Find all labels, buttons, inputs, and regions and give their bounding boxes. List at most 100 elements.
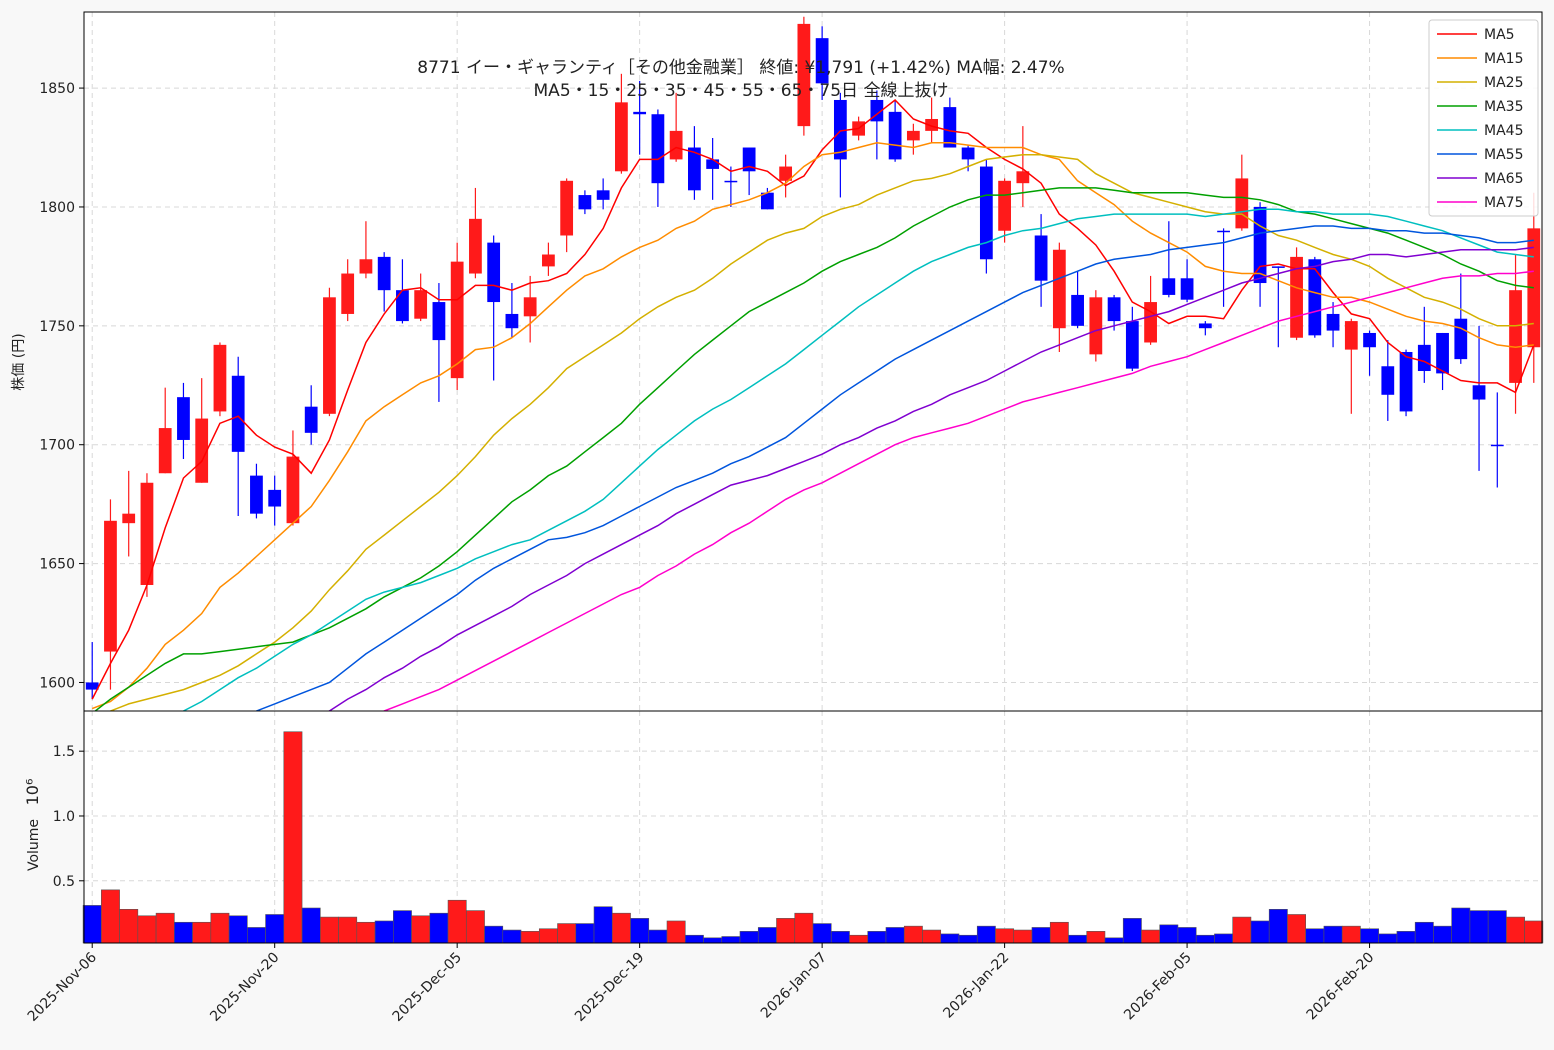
volume-bar — [1396, 931, 1416, 944]
chart-title: 8771 イー・ギャランティ［その他金融業］ 終値: ¥1,791 (+1.42… — [417, 58, 1064, 78]
volume-bar — [82, 905, 102, 944]
volume-bar — [247, 927, 266, 944]
volume-bar — [192, 921, 212, 944]
volume-bar — [976, 925, 996, 944]
volume-bar — [101, 889, 120, 944]
volume-bar — [1451, 907, 1471, 944]
volume-bar — [757, 927, 777, 944]
volume-bar — [1323, 925, 1343, 944]
candle-body — [104, 520, 117, 652]
volume-bar — [301, 907, 321, 944]
volume-bar — [958, 934, 978, 944]
volume-bar — [1122, 918, 1142, 944]
candle-body — [797, 23, 811, 127]
volume-bar — [940, 933, 960, 944]
candle-body — [943, 107, 957, 148]
volume-bar — [137, 915, 157, 944]
candle-body — [961, 147, 975, 160]
x-tick-label: 2026-Feb-05 — [1121, 950, 1195, 1024]
x-tick-label: 2025-Dec-19 — [572, 950, 647, 1025]
candle-body — [815, 38, 829, 84]
candle-body — [1235, 178, 1249, 229]
x-tick-label: 2026-Feb-20 — [1304, 950, 1378, 1024]
volume-bar — [538, 928, 558, 944]
candle-body — [888, 111, 902, 160]
volume-bar — [922, 929, 942, 944]
candle-body — [1162, 278, 1176, 295]
candle-body — [1217, 230, 1230, 233]
volume-bar — [155, 912, 175, 944]
volume-frame — [83, 710, 1543, 944]
candle-body — [122, 513, 136, 524]
candle-body — [578, 195, 592, 210]
volume-bar — [1049, 921, 1069, 944]
volume-bar — [1378, 933, 1398, 944]
volume-bar — [484, 925, 504, 944]
volume-bar — [739, 931, 759, 944]
candle-body — [1107, 297, 1121, 322]
volume-bar — [1250, 920, 1270, 944]
candle-body — [231, 375, 245, 452]
chart-subtitle: MA5・15・25・35・45・55・65・75日 全線上抜け — [534, 81, 949, 101]
candle-body — [1326, 313, 1340, 331]
volume-bar — [502, 929, 522, 944]
legend-label: MA35 — [1484, 99, 1523, 115]
candle-body — [213, 344, 227, 412]
y-tick-label: 1800 — [39, 200, 75, 216]
y-tick-label: 1650 — [39, 557, 75, 573]
volume-bar — [1469, 910, 1489, 944]
candle-body — [906, 130, 920, 141]
candle-body — [469, 218, 482, 274]
ma-line — [254, 225, 1534, 711]
candle-body — [505, 313, 519, 329]
volume-bar — [776, 918, 796, 944]
volume-bar — [995, 928, 1015, 944]
x-tick-label: 2026-Jan-22 — [940, 950, 1012, 1022]
volume-bar — [1104, 937, 1124, 944]
candle-body — [1198, 323, 1212, 329]
candle-body — [779, 166, 793, 181]
y-tick-label: 0.5 — [53, 874, 75, 890]
volume-bar — [1487, 910, 1507, 944]
candle-body — [177, 397, 190, 440]
candle-body — [450, 261, 464, 379]
candle-body — [1071, 294, 1084, 326]
candle-body — [414, 290, 428, 319]
volume-bar — [210, 912, 230, 944]
volume-bar — [1506, 916, 1525, 944]
candle-body — [341, 273, 355, 314]
volume-bar — [320, 916, 339, 944]
candle-body — [560, 180, 574, 236]
candle-body — [523, 297, 537, 317]
volume-bar — [1360, 928, 1379, 944]
volume-bar — [356, 921, 376, 944]
candle-body — [377, 256, 391, 291]
volume-bar — [849, 934, 869, 944]
volume-bar — [228, 915, 248, 944]
ma-line — [327, 246, 1534, 711]
candle-body — [359, 259, 373, 274]
volume-bar — [1177, 927, 1197, 944]
candle-body — [669, 130, 683, 160]
candle-body — [1363, 332, 1376, 348]
y-axis-label: 株価 (円) — [11, 333, 27, 390]
y-tick-label: 1.0 — [53, 809, 75, 825]
volume-bar — [830, 931, 850, 944]
volume-bar — [1232, 916, 1252, 944]
candle-body — [1253, 206, 1267, 284]
candle-body — [1490, 444, 1504, 447]
candle-body — [1180, 278, 1194, 300]
x-tick-label: 2026-Jan-07 — [758, 950, 830, 1022]
volume-bar — [465, 910, 485, 944]
volume-bar — [119, 909, 139, 944]
candle-body — [1454, 318, 1468, 360]
candle-body — [979, 166, 993, 260]
x-tick-label: 2025-Nov-20 — [207, 950, 282, 1025]
volume-bar — [684, 934, 704, 944]
volume-bar — [1141, 929, 1161, 944]
candle-body — [925, 118, 938, 131]
volume-bar — [429, 912, 449, 944]
ma-line — [94, 187, 1534, 711]
volume-bar — [1013, 929, 1033, 944]
